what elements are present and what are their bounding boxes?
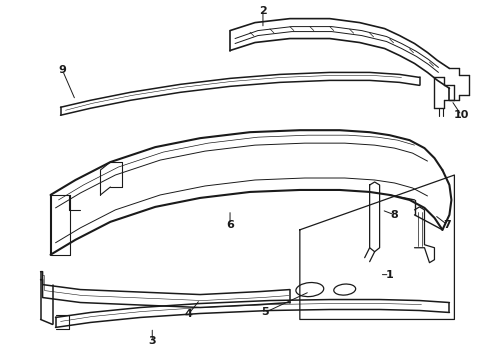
Text: 5: 5 [261, 307, 269, 318]
Text: 6: 6 [226, 220, 234, 230]
Text: 3: 3 [148, 336, 156, 346]
Text: 1: 1 [386, 270, 393, 280]
Text: 8: 8 [391, 210, 398, 220]
Text: 9: 9 [59, 66, 67, 76]
Text: 2: 2 [259, 6, 267, 15]
Text: 4: 4 [184, 310, 192, 319]
Text: 10: 10 [454, 110, 469, 120]
Text: 7: 7 [443, 220, 451, 230]
